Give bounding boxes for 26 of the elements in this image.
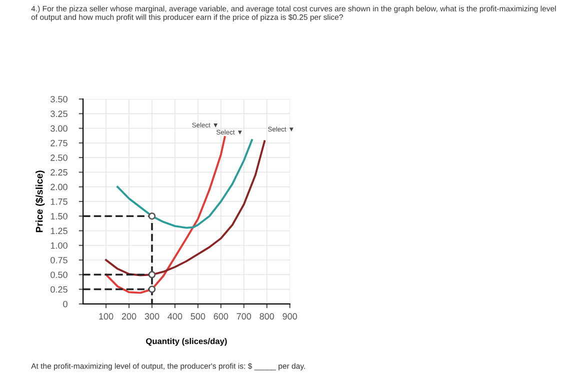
y-tick-label: 0.50 bbox=[50, 272, 68, 278]
y-tick-label: 0.75 bbox=[50, 256, 68, 264]
y-tick-label: 0.25 bbox=[50, 286, 68, 293]
y-tick-label: 0 bbox=[63, 300, 68, 308]
y-axis-title: Price ($/slice) bbox=[35, 170, 45, 232]
y-tick-label: 1.50 bbox=[50, 213, 68, 220]
y-tick-label: 2.00 bbox=[50, 184, 68, 190]
x-tick-label: 100 bbox=[99, 313, 114, 320]
y-tick-label: 1.75 bbox=[50, 198, 68, 205]
y-tick-label: 2.25 bbox=[50, 169, 68, 176]
x-tick-label: 600 bbox=[214, 313, 228, 320]
x-tick-label: 800 bbox=[260, 313, 274, 320]
x-tick-label: 200 bbox=[122, 313, 136, 320]
y-tick-label: 3.25 bbox=[50, 110, 68, 118]
x-axis-title: Quantity (slices/day) bbox=[146, 338, 227, 346]
x-tick-label: 500 bbox=[190, 313, 206, 320]
y-tick-label: 2.75 bbox=[50, 140, 68, 146]
x-tick-label: 300 bbox=[144, 313, 160, 320]
x-tick-label: 900 bbox=[282, 313, 298, 320]
x-tick-label: 700 bbox=[236, 313, 252, 320]
y-tick-label: 3.00 bbox=[50, 125, 68, 132]
y-tick-label: 2.50 bbox=[50, 154, 68, 161]
y-tick-label: 1.00 bbox=[50, 242, 68, 249]
x-tick-label: 400 bbox=[168, 313, 182, 320]
y-tick-label: 3.50 bbox=[50, 96, 68, 102]
y-tick-label: 1.25 bbox=[50, 228, 68, 234]
